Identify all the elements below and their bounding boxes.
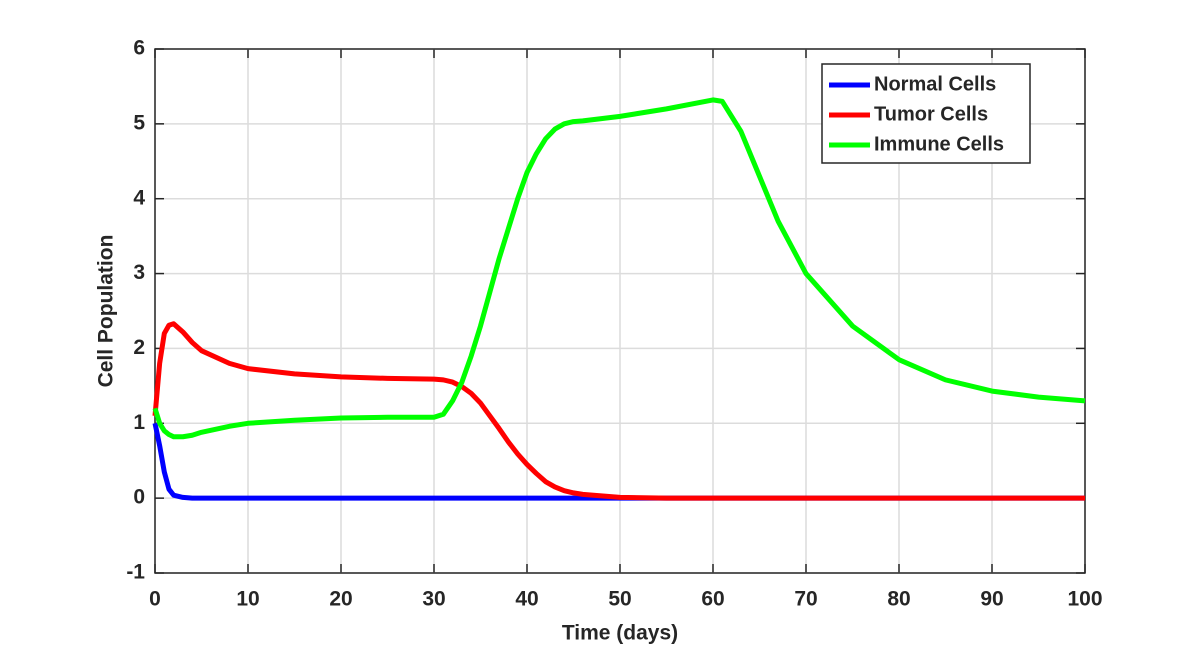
plot-frame [154,48,1086,574]
y-tick-label: 4 [133,186,145,209]
legend-label: Immune Cells [874,133,1004,155]
x-tick-label: 60 [701,588,724,611]
x-tick-label: 50 [608,588,631,611]
x-tick-label: 70 [794,588,817,611]
data-line [152,321,1085,501]
legend-label: Tumor Cells [874,103,988,125]
y-tick-label: 0 [133,486,145,509]
y-tick-label: 6 [133,37,145,60]
x-tick-label: 30 [422,588,445,611]
y-tick-label: -1 [126,561,145,584]
data-line [152,97,1086,440]
x-tick-label: 80 [887,588,910,611]
x-tick-label: 10 [236,588,259,611]
x-tick-label: 20 [329,588,352,611]
x-tick-label: 0 [149,588,161,611]
y-axis-label: Cell Population [95,235,118,388]
x-axis-label: Time (days) [562,622,678,645]
y-tick-label: 5 [133,111,145,134]
x-tick-label: 90 [980,588,1003,611]
y-tick-label: 1 [133,411,145,434]
x-tick-label: 40 [515,588,538,611]
y-tick-label: 3 [133,261,145,284]
x-tick-label: 100 [1067,588,1102,611]
y-tick-label: 2 [133,336,145,359]
legend-label: Normal Cells [874,73,996,95]
